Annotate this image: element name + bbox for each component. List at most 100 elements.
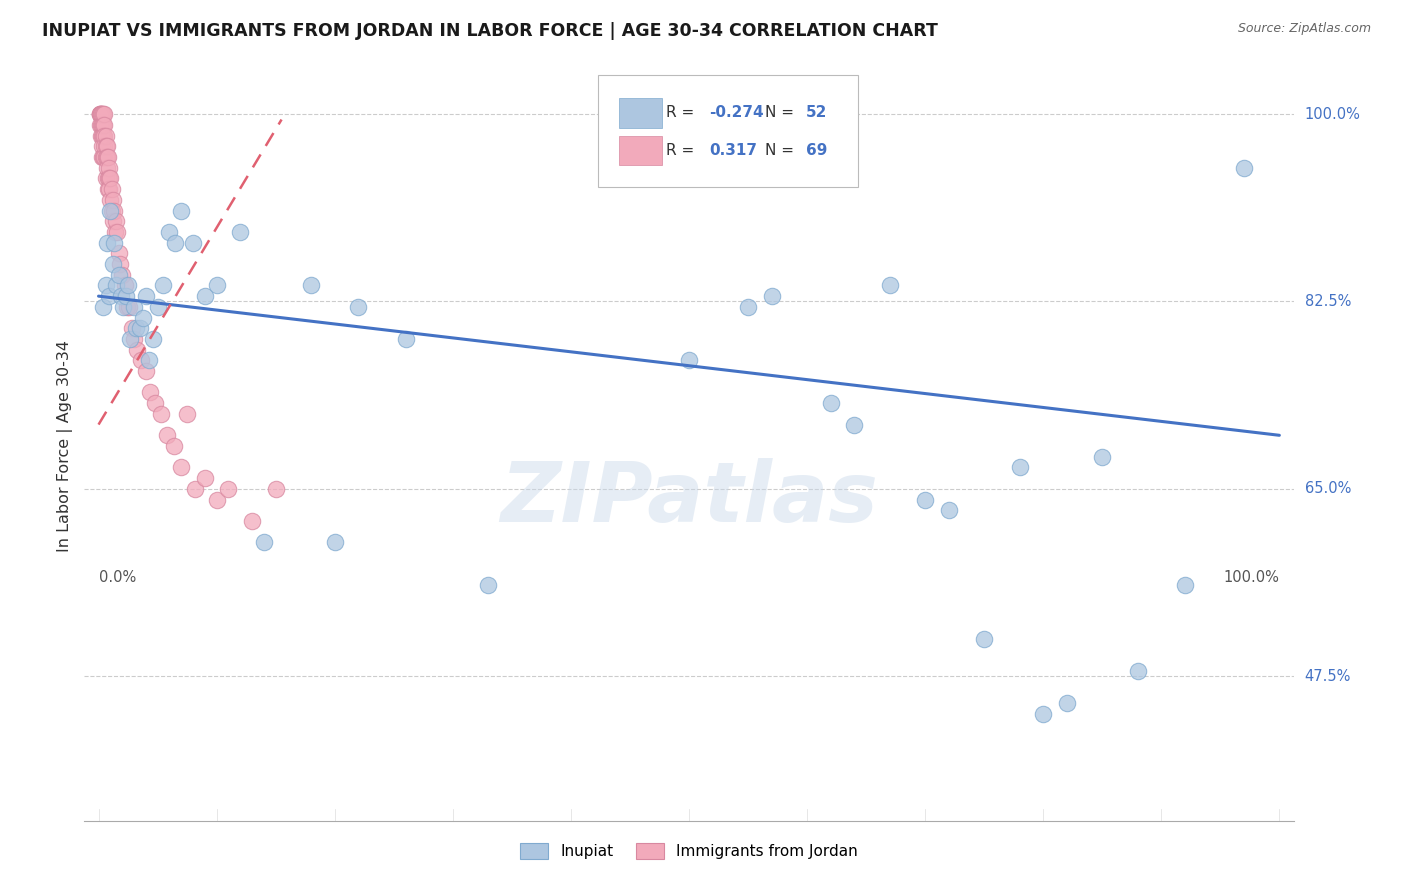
Point: [91, 118, 114, 132]
Point: [125, 321, 148, 335]
Text: 100.0%: 100.0%: [1305, 107, 1361, 121]
Text: N =: N =: [765, 143, 799, 158]
Point: [111, 268, 134, 282]
Point: [114, 289, 136, 303]
Point: [1233, 161, 1256, 175]
Point: [91, 107, 114, 121]
Point: [143, 396, 166, 410]
Point: [96, 150, 118, 164]
Point: [323, 535, 346, 549]
Point: [96, 235, 118, 250]
Point: [253, 535, 276, 549]
Text: R =: R =: [666, 105, 699, 120]
Point: [205, 278, 228, 293]
Point: [1091, 450, 1114, 464]
Point: [98, 193, 121, 207]
Point: [146, 300, 169, 314]
Point: [101, 257, 124, 271]
Point: [100, 203, 122, 218]
Y-axis label: In Labor Force | Age 30-34: In Labor Force | Age 30-34: [58, 340, 73, 552]
Point: [139, 385, 162, 400]
Point: [115, 300, 138, 314]
Point: [176, 407, 198, 421]
Point: [138, 353, 160, 368]
Point: [194, 471, 217, 485]
Text: ZIPatlas: ZIPatlas: [501, 458, 877, 539]
Point: [1056, 696, 1078, 710]
Point: [98, 171, 121, 186]
Point: [101, 214, 124, 228]
Point: [97, 150, 120, 164]
Point: [91, 128, 114, 143]
Point: [103, 203, 125, 218]
Point: [132, 310, 155, 325]
Point: [678, 353, 700, 368]
Point: [91, 107, 114, 121]
Point: [98, 203, 121, 218]
Point: [122, 300, 145, 314]
Point: [165, 235, 187, 250]
Point: [163, 439, 186, 453]
Text: 47.5%: 47.5%: [1305, 669, 1351, 683]
Point: [820, 396, 842, 410]
Point: [90, 118, 112, 132]
Point: [761, 289, 783, 303]
Point: [89, 107, 111, 121]
Point: [128, 321, 150, 335]
Point: [229, 225, 252, 239]
Point: [240, 514, 263, 528]
Point: [264, 482, 287, 496]
Point: [93, 107, 115, 121]
Point: [110, 289, 132, 303]
Point: [89, 107, 111, 121]
Point: [93, 128, 115, 143]
FancyBboxPatch shape: [619, 98, 662, 128]
Point: [94, 171, 117, 186]
Point: [98, 289, 121, 303]
Point: [217, 482, 239, 496]
Text: N =: N =: [765, 105, 799, 120]
Text: -0.274: -0.274: [710, 105, 763, 120]
Point: [97, 182, 120, 196]
Point: [100, 182, 122, 196]
Point: [127, 343, 149, 357]
Point: [94, 278, 117, 293]
FancyBboxPatch shape: [599, 75, 858, 187]
Point: [973, 632, 995, 646]
Point: [96, 161, 118, 175]
Point: [105, 278, 128, 293]
Point: [107, 246, 129, 260]
Point: [91, 150, 114, 164]
Point: [844, 417, 866, 432]
Point: [112, 300, 135, 314]
Point: [1126, 664, 1149, 678]
Point: [98, 171, 121, 186]
Point: [97, 171, 120, 186]
Point: [96, 139, 118, 153]
Point: [93, 139, 115, 153]
Point: [94, 139, 117, 153]
Point: [122, 332, 145, 346]
Point: [156, 428, 179, 442]
Point: [135, 364, 157, 378]
Point: [98, 161, 121, 175]
Point: [135, 289, 157, 303]
Text: 52: 52: [806, 105, 828, 120]
Point: [142, 332, 165, 346]
Point: [184, 482, 207, 496]
Point: [94, 128, 117, 143]
Point: [157, 225, 180, 239]
FancyBboxPatch shape: [619, 136, 662, 165]
Point: [120, 332, 142, 346]
Point: [394, 332, 416, 346]
Point: [98, 182, 121, 196]
Point: [914, 492, 936, 507]
Point: [104, 225, 127, 239]
Point: [107, 225, 129, 239]
Point: [101, 193, 124, 207]
Point: [170, 203, 193, 218]
Point: [938, 503, 960, 517]
Point: [1174, 578, 1197, 592]
Point: [150, 407, 173, 421]
Point: [91, 150, 114, 164]
